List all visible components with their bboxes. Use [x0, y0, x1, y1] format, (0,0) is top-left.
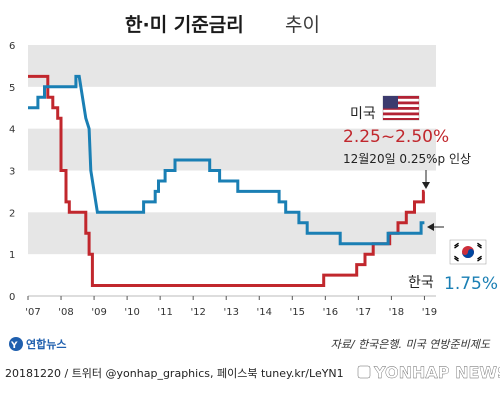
x-tick-label: '17 [356, 307, 371, 318]
kr-pointer-arrowhead [427, 223, 434, 231]
y-tick-label: 4 [9, 125, 15, 136]
watermark-text: YONHAP NEWS [373, 363, 500, 382]
y-tick-label: 5 [9, 83, 15, 94]
svg-text:Y: Y [10, 341, 18, 351]
x-tick-label: '09 [91, 307, 106, 318]
y-tick-label: 3 [9, 167, 15, 178]
us-flag-icon [382, 95, 420, 121]
us-pointer-arrowhead [422, 182, 430, 189]
x-tick-label: '13 [223, 307, 238, 318]
kr-rate-value: 1.75% [444, 274, 498, 294]
logo-text: 연합뉴스 [26, 337, 66, 351]
y-tick-label: 0 [9, 292, 15, 303]
y-axis-ticks: 0 1 2 3 4 5 6 [9, 41, 15, 303]
y-tick-label: 6 [9, 41, 15, 52]
y-tick-label: 2 [9, 208, 15, 219]
x-tick-label: '14 [257, 307, 272, 318]
kr-flag-icon [449, 239, 487, 265]
chart-title-suffix: 추이 [285, 14, 320, 36]
yonhap-logo: Y 연합뉴스 [9, 337, 66, 351]
chart-title: 한·미 기준금리 [125, 14, 244, 36]
x-tick-label: '19 [422, 307, 437, 318]
grid-band [28, 128, 436, 171]
grid-band [28, 45, 436, 87]
series-lines [28, 74, 425, 287]
x-tick-label: '11 [157, 307, 172, 318]
x-tick-label: '12 [190, 307, 205, 318]
yonhap-logo-icon [9, 337, 23, 351]
x-tick-label: '15 [290, 307, 305, 318]
watermark-icon [357, 365, 371, 379]
x-tick-label: '18 [389, 307, 404, 318]
y-tick-label: 1 [9, 250, 15, 261]
source-note: 자료/ 한국은행. 미국 연방준비제도 [331, 338, 491, 351]
x-tick-label: '16 [323, 307, 338, 318]
x-tick-label: '10 [124, 307, 139, 318]
kr-rate-line [28, 74, 425, 246]
kr-label: 한국 [408, 275, 434, 291]
us-rate-line [28, 74, 425, 287]
footer-credit: 20181220 / 트위터 @yonhap_graphics, 페이스북 tu… [5, 367, 344, 380]
x-tick-label: '08 [58, 307, 73, 318]
x-axis-ticks: '07 '08 '09 '10 '11 '12 '13 '14 '15 '16 '17 '18 '19 [25, 296, 437, 318]
us-rate-note: 12월20일 0.25%p 인상 [343, 152, 471, 166]
us-label: 미국 [350, 106, 376, 122]
watermark: YONHAP NEWS [357, 363, 500, 382]
us-rate-value: 2.25~2.50% [343, 127, 449, 147]
x-tick-label: '07 [25, 307, 40, 318]
grid-bands [28, 45, 436, 297]
grid-band [28, 212, 436, 255]
